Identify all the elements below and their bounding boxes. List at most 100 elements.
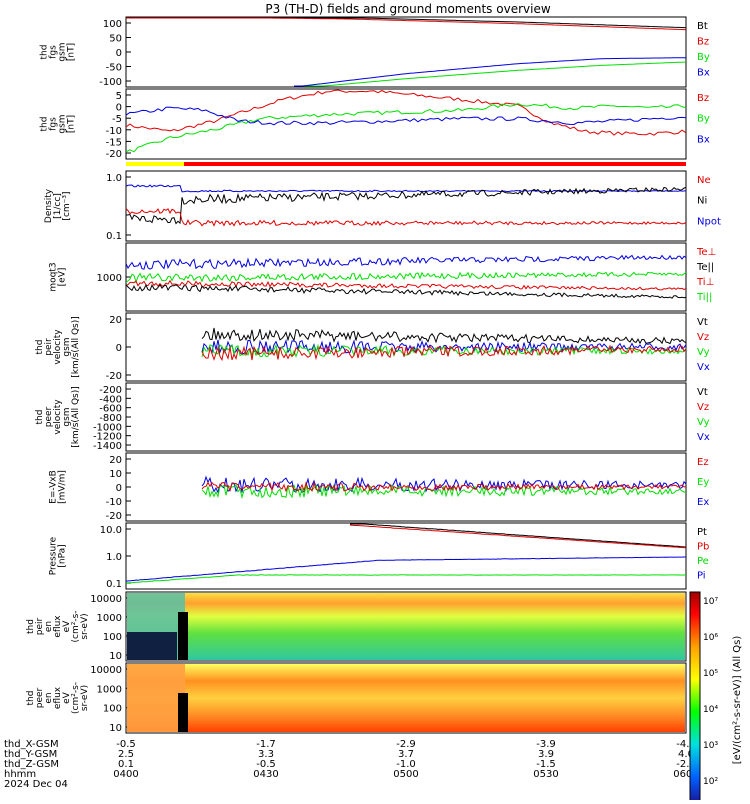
y-label-line: eflux: [53, 686, 63, 709]
panel-peer-en-eflux: thd peer en eflux eV (cm²-s-sr-eV)10000 1000 10…: [26, 662, 687, 734]
legend-Vz: Vz: [697, 402, 709, 413]
y-tick-label: 1000: [97, 273, 122, 284]
y-tick-label: -800: [99, 413, 122, 424]
x-tick-value: 3.3: [258, 749, 274, 760]
legend-Ti||: Ti||: [696, 292, 712, 303]
y-label-line: thd: [40, 45, 50, 60]
y-tick-label: 1000: [97, 613, 122, 624]
trace-Vy: [201, 343, 687, 358]
x-tick-value: 0430: [253, 769, 278, 780]
colorbar: [eV/(cm²-s-sr-eV)] (All Qs): [689, 591, 743, 804]
legend-Ex: Ex: [697, 497, 709, 508]
x-tick-value: -0.5: [116, 739, 136, 750]
y-label-line: fgs: [49, 45, 59, 59]
legend-Pe: Pe: [697, 556, 709, 567]
y-tick-label: 10000: [90, 665, 122, 676]
spectrogram-fill: [127, 593, 685, 660]
y-label-line: peir: [35, 617, 45, 635]
y-label-line: Pressure: [49, 536, 59, 575]
legend-Bz: Bz: [697, 93, 709, 104]
panel-peir-velocity: thd peir velocity gsm [km/s(All Qs)] 20 0 -20 Vt…: [35, 312, 710, 382]
spectrogram-gap: [178, 693, 188, 732]
x-tick-value: -4.8: [676, 739, 696, 750]
x-tick-value: 0400: [113, 769, 138, 780]
y-tick-label: -200: [99, 385, 122, 396]
x-tick-value: -0.5: [256, 759, 276, 770]
y-tick-label: 1000: [97, 684, 122, 695]
legend-Vz: Vz: [697, 332, 709, 343]
y-label-line: peir: [44, 338, 54, 356]
y-tick-label: 10.0: [100, 525, 122, 536]
y-tick-label: -100: [99, 77, 122, 88]
legend-Vx: Vx: [697, 362, 710, 373]
legend-Ez: Ez: [697, 457, 709, 468]
y-tick-label: -20: [106, 511, 122, 522]
x-tick-value: 0.1: [118, 759, 134, 770]
colorbar-tick: 10²: [703, 777, 718, 787]
trace-Ni: [125, 186, 687, 225]
panel-density: Density [1/cc] [cm⁻³] 1.0 0.1 Ne Ni Npot: [44, 170, 721, 242]
y-tick-label: 10: [109, 469, 122, 480]
y-tick-label: 1.0: [106, 552, 122, 563]
legend-Pi: Pi: [697, 571, 706, 582]
x-tick-value: 0500: [393, 769, 418, 780]
trace-By: [125, 102, 687, 153]
y-tick-label: 0.1: [106, 231, 122, 242]
trace-By: [294, 61, 687, 87]
y-tick-label: -5: [112, 114, 122, 125]
legend-Bt: Bt: [697, 21, 708, 32]
y-tick-label: 0: [116, 343, 122, 354]
x-tick-value: 0530: [533, 769, 558, 780]
y-tick-label: 0: [116, 483, 122, 494]
trace-Pe: [125, 574, 687, 584]
legend-Bz: Bz: [697, 37, 709, 48]
y-label-line: moqt3: [49, 262, 59, 291]
y-label-line: thd: [35, 410, 45, 425]
legend-Pb: Pb: [697, 542, 709, 553]
panel-frame: [125, 522, 687, 590]
y-tick-label: -20: [106, 371, 122, 382]
legend-Vt: Vt: [697, 317, 708, 328]
trace-Pi: [125, 556, 686, 582]
y-tick-label: 1.0: [106, 173, 122, 184]
date-label: 2024 Dec 04: [4, 779, 68, 790]
legend-Bx: Bx: [697, 68, 710, 79]
panel-frame: [125, 382, 687, 452]
y-label-line: [nT]: [67, 43, 77, 61]
y-tick-label: 100: [103, 19, 122, 30]
y-label-line: Density: [44, 188, 54, 223]
x-row-label: thd_Y-GSM: [4, 749, 57, 760]
y-tick-label: 20: [109, 315, 122, 326]
x-tick-value: -1.5: [536, 759, 556, 770]
x-tick-value: -2.9: [396, 739, 416, 750]
trace-Vt: [201, 327, 687, 345]
y-tick-label: 100: [103, 704, 122, 715]
spectrogram-early: [127, 664, 185, 732]
legend-Ne: Ne: [697, 175, 711, 186]
trace-Ex: [201, 475, 687, 494]
trace-Te-par: [125, 283, 687, 299]
trace-Ez: [201, 481, 686, 493]
trace-Bx: [125, 106, 687, 126]
y-tick-label: 100: [103, 632, 122, 643]
y-label-line: eflux: [53, 615, 63, 638]
y-label-line: sr-eV): [80, 685, 90, 711]
y-label-line: [mV/m]: [58, 470, 68, 504]
colorbar-tick: 10⁵: [703, 669, 718, 679]
y-label-line: E=-VxB: [49, 470, 59, 504]
x-tick-value: 0600: [673, 769, 698, 780]
y-label-line: thd: [35, 340, 45, 355]
y-label-line: [eV]: [58, 268, 68, 287]
y-label-line: peer: [44, 406, 54, 427]
y-label-line: gsm: [62, 407, 72, 426]
y-label-line: gsm: [58, 114, 68, 133]
y-label-line: peer: [35, 687, 45, 708]
legend-Te⊥: Te⊥: [696, 247, 716, 258]
y-label-line: eV: [62, 691, 72, 704]
spectrogram-fill: [127, 664, 685, 732]
panel-frame: [125, 591, 687, 662]
y-tick-label: 10: [109, 651, 122, 662]
panel-e-field: E=-VxB [mV/m] 20 10 0 -10 -20 Ez Ey Ex: [49, 452, 709, 522]
y-tick-label: -10: [106, 497, 122, 508]
